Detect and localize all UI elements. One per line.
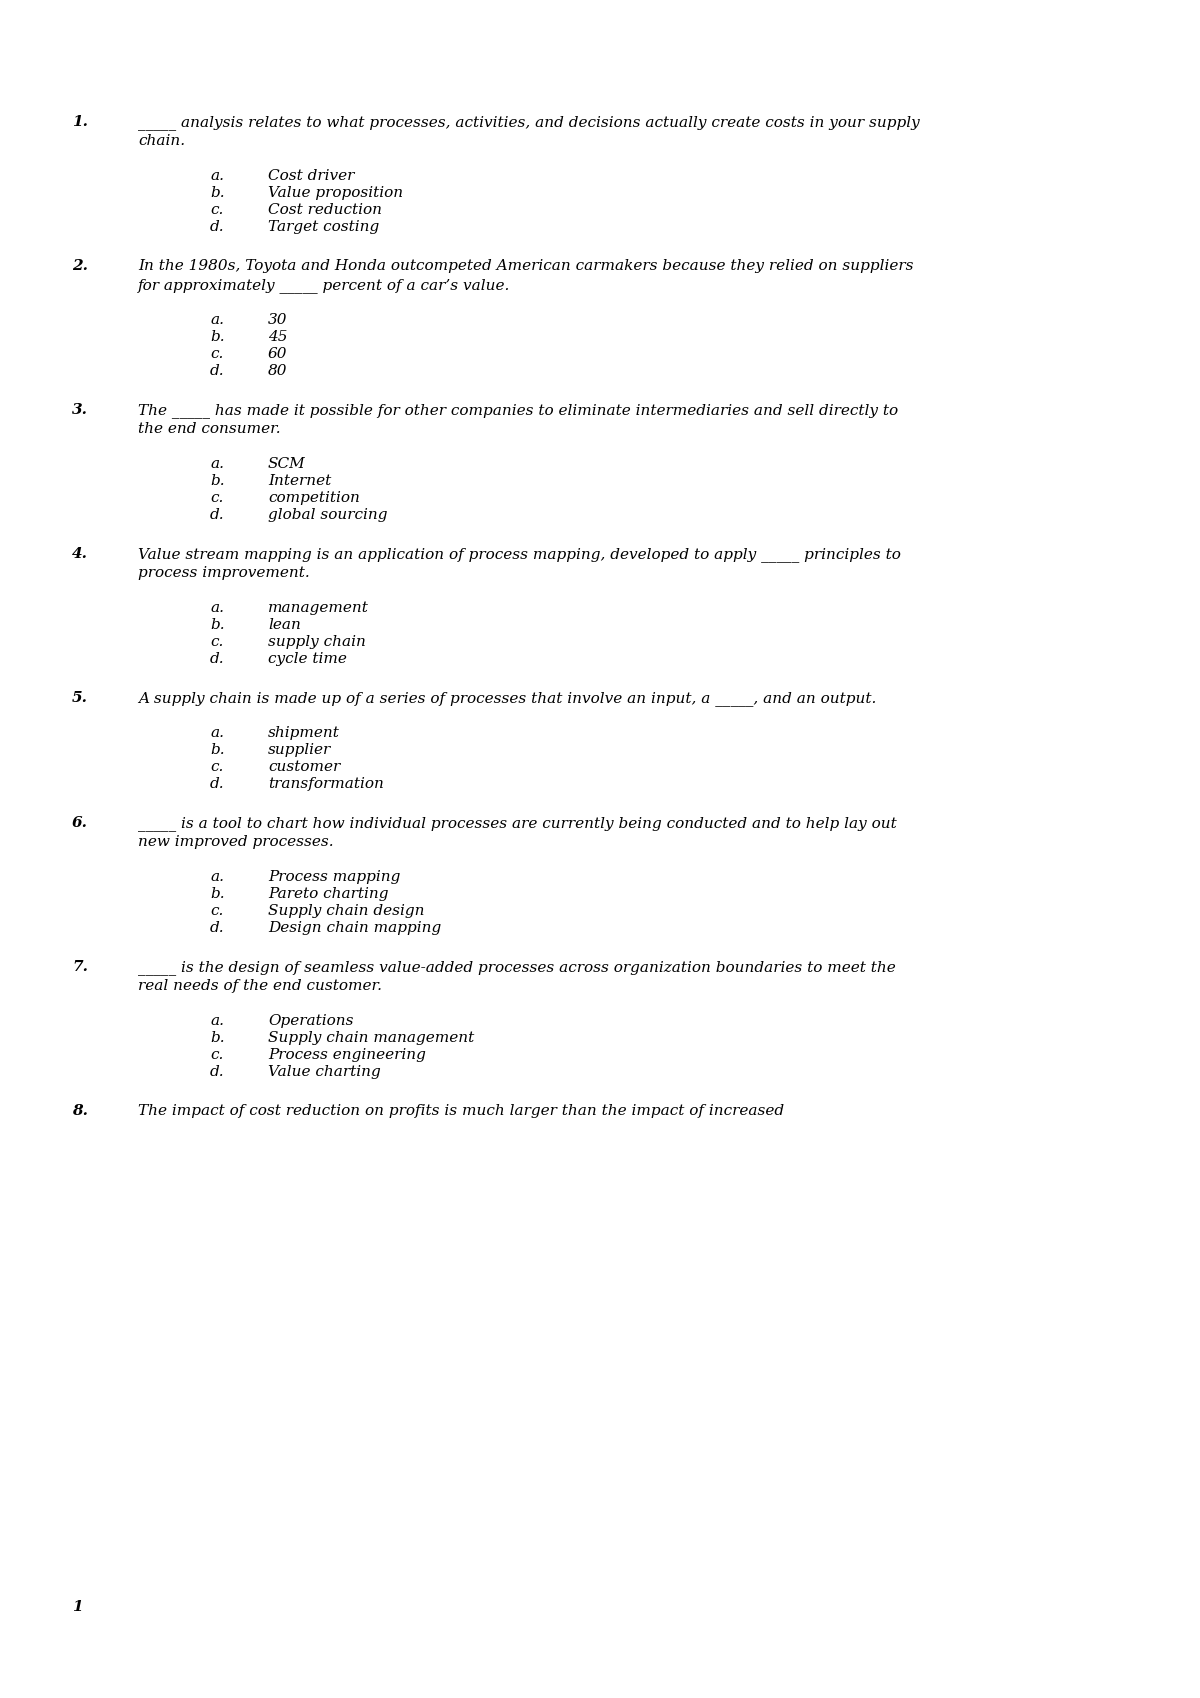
Text: b.: b. <box>210 187 224 200</box>
Text: The impact of cost reduction on profits is much larger than the impact of increa: The impact of cost reduction on profits … <box>138 1104 784 1117</box>
Text: c.: c. <box>210 761 223 774</box>
Text: 60: 60 <box>268 346 288 362</box>
Text: SCM: SCM <box>268 457 306 470</box>
Text: a.: a. <box>210 312 224 328</box>
Text: d.: d. <box>210 652 224 666</box>
Text: Process mapping: Process mapping <box>268 869 401 885</box>
Text: The _____ has made it possible for other companies to eliminate intermediaries a: The _____ has made it possible for other… <box>138 402 898 418</box>
Text: b.: b. <box>210 886 224 902</box>
Text: a.: a. <box>210 727 224 740</box>
Text: Supply chain management: Supply chain management <box>268 1031 474 1044</box>
Text: A supply chain is made up of a series of processes that involve an input, a ____: A supply chain is made up of a series of… <box>138 691 876 706</box>
Text: d.: d. <box>210 778 224 791</box>
Text: a.: a. <box>210 170 224 183</box>
Text: 2.: 2. <box>72 260 88 273</box>
Text: 80: 80 <box>268 363 288 379</box>
Text: a.: a. <box>210 601 224 615</box>
Text: b.: b. <box>210 474 224 487</box>
Text: 45: 45 <box>268 329 288 345</box>
Text: b.: b. <box>210 744 224 757</box>
Text: 6.: 6. <box>72 817 88 830</box>
Text: management: management <box>268 601 368 615</box>
Text: real needs of the end customer.: real needs of the end customer. <box>138 980 382 993</box>
Text: Design chain mapping: Design chain mapping <box>268 920 442 936</box>
Text: the end consumer.: the end consumer. <box>138 423 281 436</box>
Text: _____ is a tool to chart how individual processes are currently being conducted : _____ is a tool to chart how individual … <box>138 817 896 830</box>
Text: b.: b. <box>210 1031 224 1044</box>
Text: c.: c. <box>210 204 223 217</box>
Text: _____ is the design of seamless value-added processes across organization bounda: _____ is the design of seamless value-ad… <box>138 959 895 975</box>
Text: global sourcing: global sourcing <box>268 508 388 521</box>
Text: 30: 30 <box>268 312 288 328</box>
Text: d.: d. <box>210 508 224 521</box>
Text: Target costing: Target costing <box>268 221 379 234</box>
Text: b.: b. <box>210 329 224 345</box>
Text: lean: lean <box>268 618 301 632</box>
Text: Value proposition: Value proposition <box>268 187 403 200</box>
Text: Cost driver: Cost driver <box>268 170 354 183</box>
Text: c.: c. <box>210 1048 223 1061</box>
Text: Value stream mapping is an application of process mapping, developed to apply __: Value stream mapping is an application o… <box>138 547 901 562</box>
Text: _____ analysis relates to what processes, activities, and decisions actually cre: _____ analysis relates to what processes… <box>138 115 919 129</box>
Text: customer: customer <box>268 761 341 774</box>
Text: a.: a. <box>210 457 224 470</box>
Text: 7.: 7. <box>72 959 88 975</box>
Text: 5.: 5. <box>72 691 88 705</box>
Text: competition: competition <box>268 491 360 504</box>
Text: 3.: 3. <box>72 402 88 418</box>
Text: Internet: Internet <box>268 474 331 487</box>
Text: supply chain: supply chain <box>268 635 366 649</box>
Text: shipment: shipment <box>268 727 340 740</box>
Text: cycle time: cycle time <box>268 652 347 666</box>
Text: Cost reduction: Cost reduction <box>268 204 382 217</box>
Text: 8.: 8. <box>72 1104 88 1117</box>
Text: c.: c. <box>210 346 223 362</box>
Text: Supply chain design: Supply chain design <box>268 903 425 919</box>
Text: d.: d. <box>210 1065 224 1078</box>
Text: new improved processes.: new improved processes. <box>138 835 334 849</box>
Text: Process engineering: Process engineering <box>268 1048 426 1061</box>
Text: In the 1980s, Toyota and Honda outcompeted American carmakers because they relie: In the 1980s, Toyota and Honda outcompet… <box>138 260 913 273</box>
Text: 1: 1 <box>72 1600 83 1615</box>
Text: c.: c. <box>210 635 223 649</box>
Text: c.: c. <box>210 491 223 504</box>
Text: Operations: Operations <box>268 1014 354 1027</box>
Text: transformation: transformation <box>268 778 384 791</box>
Text: process improvement.: process improvement. <box>138 565 310 581</box>
Text: for approximately _____ percent of a car’s value.: for approximately _____ percent of a car… <box>138 278 510 292</box>
Text: a.: a. <box>210 1014 224 1027</box>
Text: d.: d. <box>210 920 224 936</box>
Text: a.: a. <box>210 869 224 885</box>
Text: c.: c. <box>210 903 223 919</box>
Text: chain.: chain. <box>138 134 185 148</box>
Text: Value charting: Value charting <box>268 1065 380 1078</box>
Text: b.: b. <box>210 618 224 632</box>
Text: supplier: supplier <box>268 744 331 757</box>
Text: d.: d. <box>210 363 224 379</box>
Text: 4.: 4. <box>72 547 88 560</box>
Text: 1.: 1. <box>72 115 88 129</box>
Text: Pareto charting: Pareto charting <box>268 886 389 902</box>
Text: d.: d. <box>210 221 224 234</box>
